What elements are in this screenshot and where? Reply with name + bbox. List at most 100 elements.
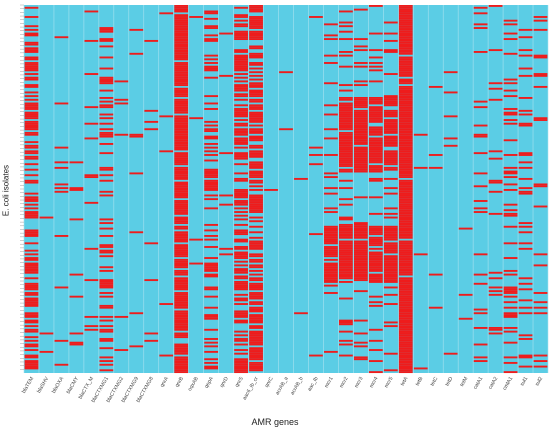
heatmap-cell-present xyxy=(84,137,99,140)
heatmap-cell-present xyxy=(398,281,413,283)
heatmap-cell-present xyxy=(249,196,263,199)
heatmap-cell-present xyxy=(368,133,383,136)
heatmap-cell-present xyxy=(174,10,189,13)
heatmap-cell-present xyxy=(129,312,144,315)
heatmap-cell-present xyxy=(84,328,99,331)
heatmap-cell-present xyxy=(473,6,488,9)
heatmap-cell-present xyxy=(339,106,353,109)
heatmap-cell-present xyxy=(398,282,413,285)
heatmap-cell-present xyxy=(204,238,219,241)
heatmap-cell-present xyxy=(398,334,413,337)
x-axis-label: AMR genes xyxy=(251,417,299,427)
heatmap-cell-present xyxy=(368,65,383,68)
heatmap-cell-present xyxy=(249,341,263,344)
heatmap-cell-present xyxy=(383,119,398,121)
heatmap-cell-present xyxy=(368,97,383,99)
heatmap-cell-present xyxy=(234,155,248,158)
heatmap-cell-present xyxy=(398,17,413,20)
heatmap-cell-present xyxy=(24,336,39,339)
heatmap-cell-present xyxy=(174,345,189,348)
heatmap-cell-present xyxy=(54,36,69,39)
heatmap-cell-present xyxy=(234,257,248,259)
heatmap-cell-present xyxy=(249,146,263,149)
heatmap-cell-present xyxy=(368,349,383,351)
heatmap-cell-present xyxy=(249,25,263,28)
heatmap-cell-present xyxy=(204,143,219,145)
heatmap-cell-present xyxy=(234,76,248,79)
heatmap-cell-present xyxy=(518,225,533,228)
heatmap-cell-present xyxy=(398,23,413,26)
heatmap-cell-present xyxy=(204,235,219,237)
heatmap-cell-present xyxy=(174,299,189,302)
heatmap-cell-present xyxy=(473,152,488,155)
heatmap-cell-present xyxy=(174,262,189,265)
heatmap-cell-present xyxy=(339,165,353,167)
heatmap-cell-present xyxy=(309,233,323,236)
heatmap-cell-present xyxy=(24,49,39,52)
heatmap-cell-present xyxy=(353,258,368,261)
heatmap-cell-present xyxy=(353,246,368,248)
heatmap-cell-present xyxy=(234,56,248,59)
heatmap-cell-present xyxy=(383,141,398,144)
heatmap-cell-present xyxy=(518,28,533,31)
heatmap-cell-present xyxy=(174,207,189,210)
heatmap-cell-present xyxy=(249,52,263,55)
heatmap-cell-present xyxy=(99,56,114,59)
heatmap-cell-present xyxy=(234,163,248,166)
heatmap-cell-present xyxy=(219,253,233,256)
gene-label: qnrS xyxy=(234,376,245,389)
heatmap-cell-present xyxy=(488,286,503,289)
heatmap-cell-present xyxy=(398,150,413,153)
heatmap-cell-present xyxy=(234,80,248,83)
heatmap-cell-present xyxy=(398,148,413,151)
heatmap-cell-present xyxy=(234,194,248,197)
heatmap-cell-present xyxy=(339,154,353,156)
heatmap-cell-present xyxy=(383,229,398,232)
heatmap-cell-present xyxy=(383,352,398,355)
heatmap-cell-present xyxy=(398,113,413,116)
heatmap-cell-present xyxy=(24,349,39,351)
heatmap-cell-present xyxy=(398,205,413,208)
heatmap-cell-present xyxy=(398,60,413,63)
heatmap-cell-present xyxy=(249,19,263,22)
heatmap-cell-present xyxy=(398,41,413,44)
heatmap-cell-present xyxy=(24,207,39,210)
heatmap-cell-present xyxy=(24,141,39,144)
heatmap-cell-present xyxy=(383,269,398,272)
heatmap-cell-present xyxy=(398,126,413,129)
heatmap-cell-present xyxy=(324,104,338,107)
heatmap-cell-present xyxy=(99,218,114,221)
heatmap-cell-present xyxy=(353,233,368,236)
heatmap-cell-present xyxy=(398,62,413,64)
heatmap-cell-present xyxy=(368,5,383,7)
heatmap-cell-present xyxy=(473,51,488,53)
heatmap-cell-present xyxy=(234,286,248,289)
heatmap-cell-present xyxy=(234,288,248,291)
heatmap-cell-present xyxy=(24,117,39,120)
heatmap-cell-present xyxy=(353,279,368,282)
heatmap-cell-present xyxy=(99,295,114,298)
heatmap-cell-present xyxy=(383,150,398,153)
heatmap-cell-present xyxy=(249,67,263,70)
heatmap-cell-present xyxy=(368,339,383,342)
heatmap-cell-present xyxy=(518,154,533,156)
heatmap-cell-present xyxy=(324,246,338,248)
heatmap-cell-present xyxy=(518,166,533,169)
heatmap-cell-present xyxy=(324,235,338,237)
heatmap-cell-present xyxy=(398,168,413,171)
heatmap-cell-present xyxy=(24,63,39,66)
heatmap-cell-present xyxy=(398,201,413,204)
heatmap-cell-present xyxy=(234,277,248,280)
heatmap-cell-present xyxy=(249,155,263,158)
heatmap-cell-present xyxy=(174,71,189,74)
heatmap-cell-present xyxy=(383,227,398,230)
heatmap-cell-present xyxy=(174,211,189,213)
heatmap-cell-present xyxy=(398,87,413,90)
heatmap-cell-present xyxy=(249,301,263,304)
heatmap-cell-present xyxy=(99,266,114,269)
heatmap-cell-present xyxy=(24,330,39,333)
heatmap-cell-present xyxy=(339,323,353,326)
heatmap-cell-present xyxy=(533,205,548,208)
heatmap-cell-present xyxy=(428,85,443,88)
heatmap-cell-present xyxy=(249,8,263,11)
